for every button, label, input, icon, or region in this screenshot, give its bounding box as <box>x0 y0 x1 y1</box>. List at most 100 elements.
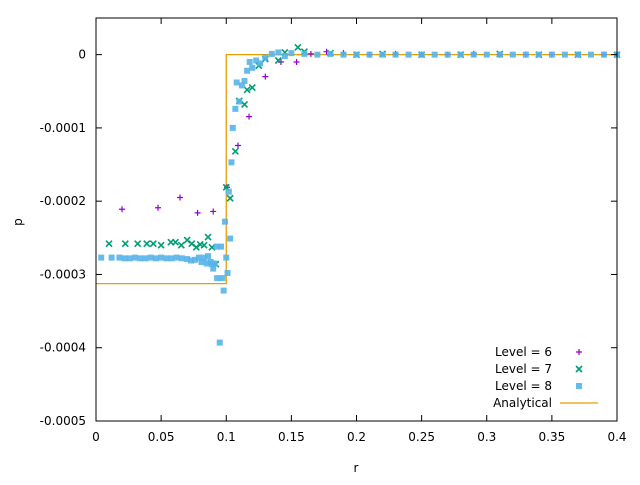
data-point-square <box>210 265 217 272</box>
y-tick-label: 0 <box>78 48 86 62</box>
data-point-square <box>220 287 227 294</box>
x-tick-label: 0.35 <box>539 430 566 444</box>
cross-mark <box>177 241 185 249</box>
data-point-square <box>236 98 243 105</box>
cross-mark <box>248 84 256 92</box>
legend-label: Level = 6 <box>495 345 552 359</box>
data-point-square <box>229 124 236 131</box>
data-point-square <box>98 254 105 261</box>
data-point-square <box>224 269 231 276</box>
data-point-square <box>168 255 175 262</box>
data-point-square <box>219 275 226 282</box>
x-tick-label: 0.2 <box>347 430 366 444</box>
data-point-plus <box>262 73 269 80</box>
plus-mark <box>194 209 201 216</box>
data-point-square <box>535 51 542 58</box>
cross-mark <box>274 56 282 65</box>
series-level-6 <box>119 48 607 216</box>
data-point-square <box>314 51 321 58</box>
data-point-cross <box>243 86 251 94</box>
data-point-square <box>392 51 399 58</box>
x-tick-label: 0.25 <box>408 430 435 444</box>
plus-mark <box>210 208 217 215</box>
data-point-plus <box>293 58 300 65</box>
y-tick-label: -0.0001 <box>40 121 86 135</box>
data-point-square <box>470 51 477 58</box>
plus-mark <box>154 204 161 211</box>
data-point-cross <box>143 240 151 248</box>
plot-border <box>95 17 618 422</box>
cross-mark <box>240 100 249 109</box>
data-point-square <box>509 51 516 58</box>
data-point-square <box>548 51 555 58</box>
data-point-cross <box>121 240 129 248</box>
x-tick-label: 0.3 <box>477 430 496 444</box>
data-point-square <box>353 51 360 58</box>
data-point-square <box>225 188 232 195</box>
data-point-square <box>121 255 128 262</box>
data-point-square <box>444 51 451 58</box>
data-point-cross <box>134 240 142 248</box>
cross-mark <box>200 241 208 249</box>
data-point-square <box>561 51 568 58</box>
data-point-square <box>253 57 260 64</box>
y-tick-label: -0.0003 <box>40 267 86 281</box>
series-level-8 <box>98 49 620 346</box>
cross-mark <box>171 238 180 246</box>
cross-mark <box>294 43 302 51</box>
data-point-square <box>576 383 582 389</box>
data-point-square <box>238 82 245 89</box>
data-point-cross <box>149 240 157 248</box>
data-point-square <box>216 339 223 346</box>
data-point-square <box>227 235 234 242</box>
x-tick-label: 0.05 <box>148 430 175 444</box>
data-point-square <box>188 257 195 264</box>
data-point-cross <box>231 147 239 155</box>
data-point-square <box>108 254 115 261</box>
data-point-plus <box>210 208 217 215</box>
data-point-square <box>137 255 144 262</box>
cross-mark <box>121 240 129 248</box>
legend-label: Analytical <box>493 396 552 410</box>
data-point-square <box>574 51 581 58</box>
analytical-line <box>96 53 617 285</box>
data-point-square <box>600 51 607 58</box>
data-point-cross <box>575 365 583 373</box>
axes: 0 0.05 0.1 0.15 0.2 0.25 0.3 0.35 0.4 0 -0.0001 -0.… <box>40 17 627 444</box>
data-point-plus <box>177 194 184 201</box>
plus-mark <box>234 142 241 149</box>
data-point-square <box>184 256 191 263</box>
data-point-square <box>203 260 210 267</box>
data-point-square <box>233 79 240 86</box>
data-point-square <box>132 254 139 261</box>
legend: Level = 6 Level = 7 Level = 8 Analytical <box>493 345 598 410</box>
data-point-cross <box>294 43 302 51</box>
data-point-square <box>246 58 253 65</box>
data-point-plus <box>119 206 126 213</box>
data-point-square <box>147 254 154 261</box>
data-point-cross <box>200 241 208 249</box>
plus-mark <box>262 73 269 80</box>
plus-mark <box>177 194 184 201</box>
cross-mark <box>149 240 157 248</box>
data-point-square <box>249 64 256 71</box>
cross-mark <box>143 240 151 248</box>
data-point-cross <box>274 56 282 65</box>
data-point-square <box>211 260 218 267</box>
data-point-square <box>218 243 225 250</box>
data-point-plus <box>576 349 582 355</box>
data-point-plus <box>194 209 201 216</box>
data-point-square <box>116 254 123 261</box>
data-point-square <box>173 254 180 261</box>
legend-label: Level = 7 <box>495 362 552 376</box>
y-tick-label: -0.0005 <box>40 414 86 428</box>
data-point-square <box>483 51 490 58</box>
data-point-square <box>522 51 529 58</box>
data-point-cross <box>171 238 180 246</box>
data-point-plus <box>234 142 241 149</box>
data-point-square <box>327 50 334 57</box>
data-point-square <box>431 51 438 58</box>
data-point-square <box>214 275 221 282</box>
